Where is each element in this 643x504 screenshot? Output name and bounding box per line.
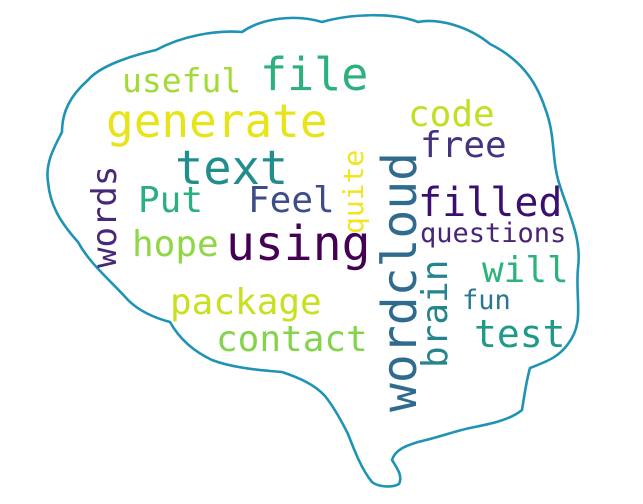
word-fun: fun	[462, 285, 511, 316]
word-brain: brain	[415, 259, 456, 368]
word-questions: questions	[420, 218, 567, 249]
word-generate: generate	[106, 94, 328, 148]
word-text: text	[175, 141, 289, 196]
word-hope: hope	[132, 224, 219, 265]
word-feel: Feel	[248, 180, 335, 221]
word-test: test	[474, 312, 566, 356]
brain-outline-path	[46, 13, 580, 488]
word-contact: contact	[216, 319, 368, 360]
word-free: free	[420, 125, 507, 166]
word-package: package	[170, 282, 322, 323]
word-using: using	[226, 216, 371, 272]
word-code: code	[408, 94, 495, 135]
word-put: Put	[138, 180, 204, 221]
word-useful: useful	[122, 61, 242, 100]
word-file: file	[260, 48, 369, 101]
word-words: words	[85, 165, 125, 268]
word-filled: filled	[418, 180, 563, 226]
word-will: will	[482, 250, 569, 291]
